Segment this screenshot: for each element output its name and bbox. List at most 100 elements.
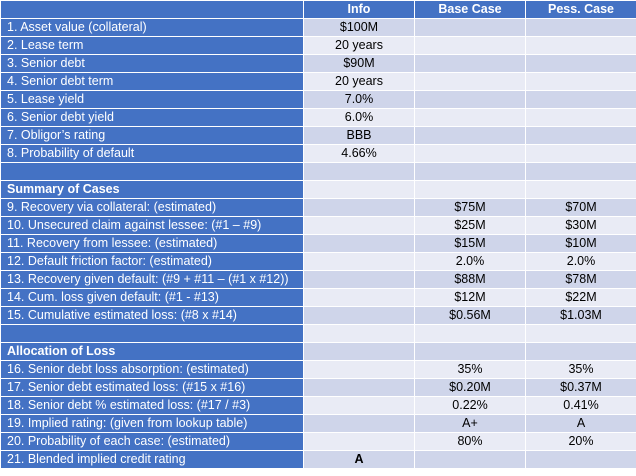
table-row: 11. Recovery from lessee: (estimated) $15… [0,234,636,253]
row-label: 8. Probability of default [0,144,304,163]
base-case-cell: $25M [414,216,526,235]
base-case-cell [414,342,526,361]
header-info: Info [303,0,415,19]
row-label: 3. Senior debt [0,54,304,73]
row-label: 11. Recovery from lessee: (estimated) [0,234,304,253]
info-cell: $90M [303,54,415,73]
table-row: 4. Senior debt term 20 years [0,72,636,91]
section-row: Summary of Cases [0,180,636,199]
table-row: 10. Unsecured claim against lessee: (#1 … [0,216,636,235]
base-case-cell: 0.22% [414,396,526,415]
base-case-cell [414,18,526,37]
base-case-cell: $88M [414,270,526,289]
info-cell [303,180,415,199]
header-pess-case: Pess. Case [525,0,636,19]
pess-case-cell: $22M [525,288,636,307]
row-label: 20. Probability of each case: (estimated… [0,432,304,451]
pess-case-cell [525,126,636,145]
base-case-cell: A+ [414,414,526,433]
base-case-cell: 35% [414,360,526,379]
base-case-cell [414,90,526,109]
info-cell: 4.66% [303,144,415,163]
row-label: 21. Blended implied credit rating [0,450,304,469]
table-row: 12. Default friction factor: (estimated)… [0,252,636,271]
base-case-cell: $12M [414,288,526,307]
info-cell [303,252,415,271]
header-label [0,0,304,19]
pess-case-cell: $0.37M [525,378,636,397]
row-label: 14. Cum. loss given default: (#1 - #13) [0,288,304,307]
pess-case-cell [525,108,636,127]
info-cell [303,414,415,433]
info-cell [303,306,415,325]
section-row: Allocation of Loss [0,342,636,361]
pess-case-cell [525,162,636,181]
base-case-cell: $0.56M [414,306,526,325]
table-row: 5. Lease yield 7.0% [0,90,636,109]
base-case-cell [414,108,526,127]
base-case-cell [414,54,526,73]
base-case-cell: $15M [414,234,526,253]
pess-case-cell: 0.41% [525,396,636,415]
row-label: 9. Recovery via collateral: (estimated) [0,198,304,217]
row-label [0,162,304,181]
row-label: 19. Implied rating: (given from lookup t… [0,414,304,433]
pess-case-cell: $1.03M [525,306,636,325]
base-case-cell [414,36,526,55]
base-case-cell: 80% [414,432,526,451]
row-label: 5. Lease yield [0,90,304,109]
table-row: 19. Implied rating: (given from lookup t… [0,414,636,433]
table-row: 17. Senior debt estimated loss: (#15 x #… [0,378,636,397]
spacer-row [0,324,636,343]
table-row: 9. Recovery via collateral: (estimated) $… [0,198,636,217]
info-cell [303,270,415,289]
table-row: 2. Lease term 20 years [0,36,636,55]
info-cell [303,360,415,379]
pess-case-cell [525,324,636,343]
base-case-cell [414,450,526,469]
row-label: 15. Cumulative estimated loss: (#8 x #14… [0,306,304,325]
base-case-cell [414,162,526,181]
table-row: 3. Senior debt $90M [0,54,636,73]
info-cell [303,234,415,253]
row-label: 7. Obligor’s rating [0,126,304,145]
table-row: 21. Blended implied credit rating A [0,450,636,469]
row-label: 12. Default friction factor: (estimated) [0,252,304,271]
table-row: 8. Probability of default 4.66% [0,144,636,163]
pess-case-cell: 35% [525,360,636,379]
info-cell: $100M [303,18,415,37]
base-case-cell: $75M [414,198,526,217]
pess-case-cell [525,18,636,37]
info-cell: A [303,450,415,469]
header-base-case: Base Case [414,0,526,19]
row-label [0,324,304,343]
info-cell [303,198,415,217]
base-case-cell [414,126,526,145]
table-row: 16. Senior debt loss absorption: (estima… [0,360,636,379]
row-label: 4. Senior debt term [0,72,304,91]
pess-case-cell [525,342,636,361]
pess-case-cell: 2.0% [525,252,636,271]
table-row: 7. Obligor’s rating BBB [0,126,636,145]
info-cell: 6.0% [303,108,415,127]
info-cell [303,162,415,181]
info-cell [303,342,415,361]
info-cell [303,324,415,343]
table-row: 15. Cumulative estimated loss: (#8 x #14… [0,306,636,325]
info-cell: 7.0% [303,90,415,109]
pess-case-cell [525,36,636,55]
base-case-cell [414,72,526,91]
info-cell [303,432,415,451]
info-cell [303,378,415,397]
pess-case-cell [525,144,636,163]
row-label: 10. Unsecured claim against lessee: (#1 … [0,216,304,235]
base-case-cell: $0.20M [414,378,526,397]
base-case-cell [414,180,526,199]
spacer-row [0,162,636,181]
base-case-cell [414,144,526,163]
table-row: 1. Asset value (collateral) $100M [0,18,636,37]
pess-case-cell: $70M [525,198,636,217]
pess-case-cell: A [525,414,636,433]
pess-case-cell [525,90,636,109]
